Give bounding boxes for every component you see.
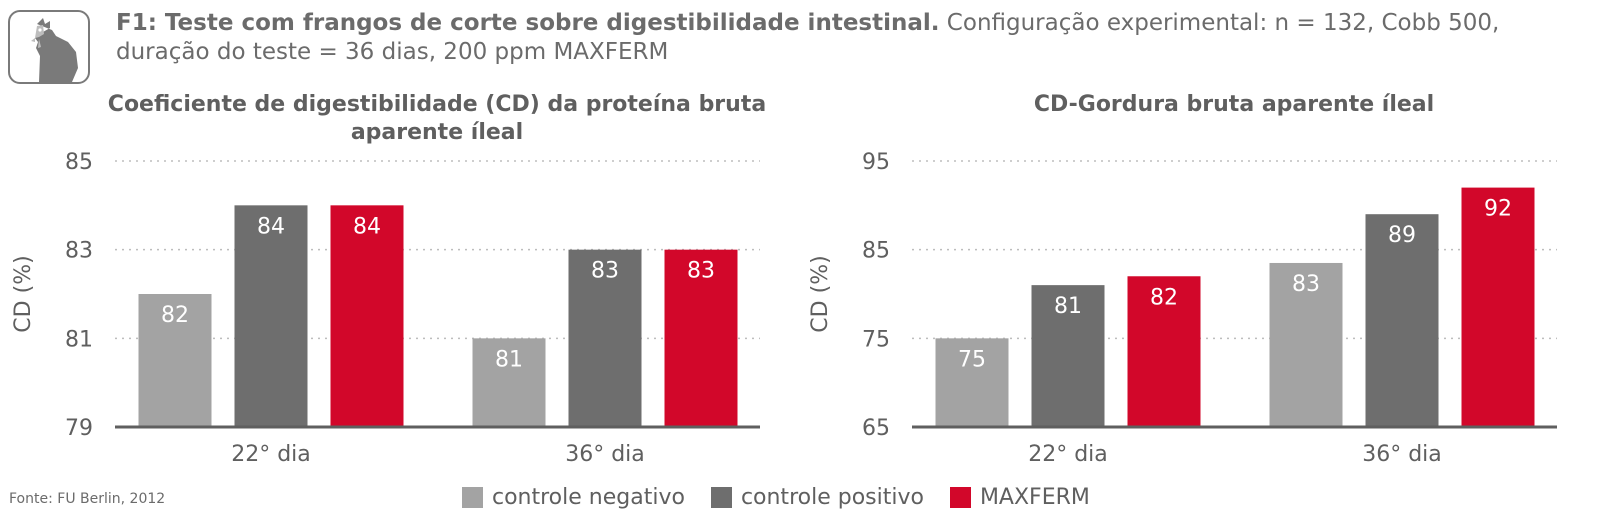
x-category-label: 36° dia	[1362, 442, 1442, 467]
legend-label: controle negativo	[492, 484, 685, 510]
y-tick-label: 85	[65, 150, 93, 175]
bar	[935, 338, 1009, 427]
bar-value-label: 81	[1054, 294, 1082, 319]
legend-label: MAXFERM	[979, 484, 1090, 510]
y-axis-label: CD (%)	[11, 255, 36, 332]
bar	[472, 338, 546, 427]
y-tick-label: 75	[862, 327, 890, 352]
bar-value-label: 82	[1150, 285, 1178, 310]
y-tick-label: 95	[862, 150, 890, 175]
bar-value-label: 83	[591, 259, 619, 284]
bar	[1031, 285, 1105, 427]
bar	[1269, 262, 1343, 427]
bar-value-label: 84	[257, 214, 285, 239]
y-tick-label: 79	[65, 416, 93, 441]
legend-label: controle positivo	[740, 484, 924, 510]
caption-bold: F1: Teste com frangos de corte sobre dig…	[116, 10, 940, 36]
bar	[1365, 214, 1439, 427]
bar	[568, 249, 642, 427]
y-tick-label: 85	[862, 239, 890, 264]
bar	[330, 205, 404, 427]
legend-swatch	[462, 486, 483, 508]
legend-swatch	[710, 486, 732, 508]
bar	[1461, 187, 1535, 427]
legend-swatch	[949, 486, 971, 508]
bar-value-label: 89	[1388, 223, 1416, 248]
bar	[234, 205, 308, 427]
chart-title: aparente íleal	[351, 120, 523, 145]
bar	[138, 294, 212, 427]
x-category-label: 22° dia	[231, 442, 311, 467]
x-category-label: 22° dia	[1028, 442, 1108, 467]
y-axis-label: CD (%)	[808, 255, 833, 332]
bar-value-label: 84	[353, 214, 381, 239]
bar-value-label: 83	[1292, 272, 1320, 297]
y-tick-label: 81	[65, 327, 93, 352]
bar	[1127, 276, 1201, 427]
chicken-icon-frame	[8, 10, 90, 84]
bar-value-label: 92	[1484, 197, 1512, 222]
legend-item: MAXFERM	[949, 484, 1090, 510]
chart-title: Coeficiente de digestibilidade (CD) da p…	[108, 92, 766, 117]
chart-title: CD-Gordura bruta aparente íleal	[1034, 92, 1434, 117]
legend-item: controle negativo	[462, 485, 685, 510]
bar-value-label: 83	[687, 259, 715, 284]
chicken-icon	[31, 18, 78, 82]
source-footnote: Fonte: FU Berlin, 2012	[9, 491, 166, 507]
bar-value-label: 81	[495, 347, 523, 372]
y-tick-label: 83	[65, 239, 93, 264]
figure-caption: F1: Teste com frangos de corte sobre dig…	[116, 9, 1576, 67]
legend: controle negativo controle positivo MAXFER…	[462, 482, 1116, 512]
bar-value-label: 82	[161, 303, 189, 328]
legend-item: controle positivo	[710, 484, 924, 510]
bar	[664, 249, 738, 427]
bar-value-label: 75	[958, 347, 986, 372]
caption-rest: Configuração experimental: n = 132, Cobb…	[116, 10, 1500, 65]
x-category-label: 36° dia	[565, 442, 645, 467]
y-tick-label: 65	[862, 416, 890, 441]
